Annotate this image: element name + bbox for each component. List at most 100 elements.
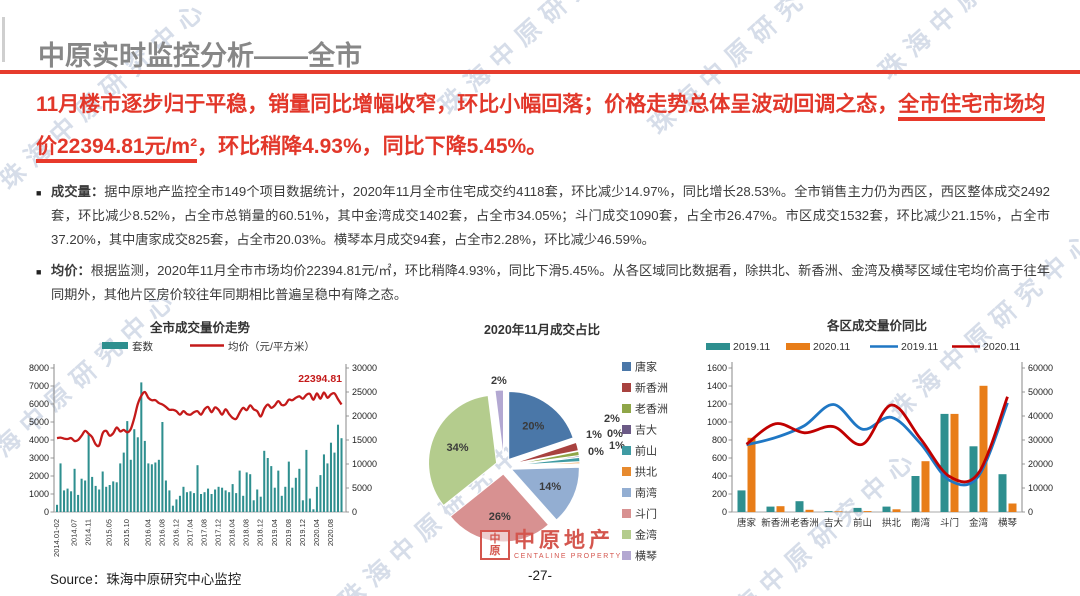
x-tick-label: 2016.12 [171,519,180,546]
legend-label: 套数 [132,340,153,353]
bar [178,495,181,512]
axis-label: 20000 [1028,459,1053,469]
bar [192,493,196,512]
legend-label: 老香洲 [635,403,668,416]
bar [238,470,241,512]
bar [91,476,94,512]
bar [950,413,959,512]
bar [66,488,69,512]
page-title: 中原实时监控分析——全市 [38,41,362,72]
x-tick-label: 2017.04 [185,519,194,546]
x-tick-label: 2014.01-02 [52,519,61,557]
bar [998,474,1007,512]
bar [161,422,164,512]
bar [766,506,775,512]
axis-label: 200 [712,489,727,499]
axis-label: 20000 [352,411,377,421]
x-tick-label: 2018.12 [256,519,265,546]
axis-label: 40000 [1028,411,1053,421]
x-tick-label: 金湾 [969,517,989,529]
bar [150,464,153,512]
bar [175,499,178,512]
header-divider [0,70,1080,74]
legend-label: 新香洲 [635,381,668,395]
bullet-volume-text: 据中原地产监控全市149个项目数据统计，2020年11月全市住宅成交约4118套… [51,184,1051,247]
logo-subtitle: CENTALINE PROPERTY [514,553,622,560]
bar [882,506,891,512]
legend-bar-swatch [102,342,128,349]
legend-swatch [622,530,631,539]
bar [315,486,318,512]
legend-label: 2019.11 [733,341,770,353]
legend-label: 前山 [635,444,657,458]
pie-label: 20% [522,420,544,432]
axis-label: 7000 [29,381,49,391]
bullet-volume: ■ 成交量：据中原地产监控全市149个项目数据统计，2020年11月全市住宅成交约… [36,180,1050,252]
bar [133,429,136,512]
x-tick-label: 2017.12 [214,519,223,546]
bar [221,487,224,512]
bar [115,482,118,512]
bar [157,459,160,512]
pie-label: 26% [489,511,511,523]
x-tick-label: 唐家 [737,517,757,529]
legend-swatch [622,551,631,560]
bar [182,486,185,512]
x-tick-label: 2016.04 [143,519,152,546]
bar [256,489,259,512]
x-tick-label: 2020.08 [326,519,335,546]
axis-label: 800 [712,435,727,445]
axis-label: 6000 [29,399,49,409]
bar [979,385,988,512]
axis-label: 600 [712,453,727,463]
bar [207,488,210,512]
bar [101,471,104,512]
axis-label: 4000 [29,435,49,445]
x-tick-label: 2019.04 [270,519,279,546]
centaline-logo: 中 原 中原地产 CENTALINE PROPERTY [480,530,622,561]
bar [112,481,115,512]
bar [336,424,340,512]
x-tick-label: 横琴 [998,517,1018,529]
legend-bar-swatch [786,343,810,350]
district-yoy-chart: 各区成交量价同比 2019.11 2020.11 2019.11 2020.11 0 200… [686,316,1078,573]
bars-group [737,385,1017,513]
legend-label: 斗门 [635,507,657,521]
axis-label: 5000 [352,483,372,493]
bar [84,480,87,512]
legend-swatch [622,488,631,497]
x-tick-label: 2019.12 [298,519,307,546]
axis-label: 3000 [29,453,49,463]
bar [834,511,843,512]
legend-label: 唐家 [635,360,657,374]
axis-label: 30000 [1028,435,1053,445]
bar [298,468,301,512]
bar [795,501,804,512]
pie-slice [508,390,574,461]
bar [940,413,949,512]
x-tick-label: 前山 [853,517,872,529]
bar [737,490,746,512]
x-tick-label: 2015.10 [122,519,131,546]
bar [228,492,231,512]
x-tick-label: 斗门 [940,517,959,529]
pie-slice [510,466,580,521]
axis-label: 1000 [29,489,49,499]
bar [189,491,192,512]
bar [853,507,862,512]
axis-label: 1600 [707,363,727,373]
bar [235,493,238,512]
axis-label: 0 [1028,507,1033,517]
bullet-list: ■ 成交量：据中原地产监控全市149个项目数据统计，2020年11月全市住宅成交约… [36,180,1050,314]
bar [80,478,83,512]
axis-label: 25000 [352,387,377,397]
axis-label: 0 [352,507,357,517]
bar [273,487,276,512]
bar [59,463,62,512]
bar [329,442,332,512]
bar [185,492,188,512]
bars-group [56,382,343,512]
bar [94,485,97,512]
